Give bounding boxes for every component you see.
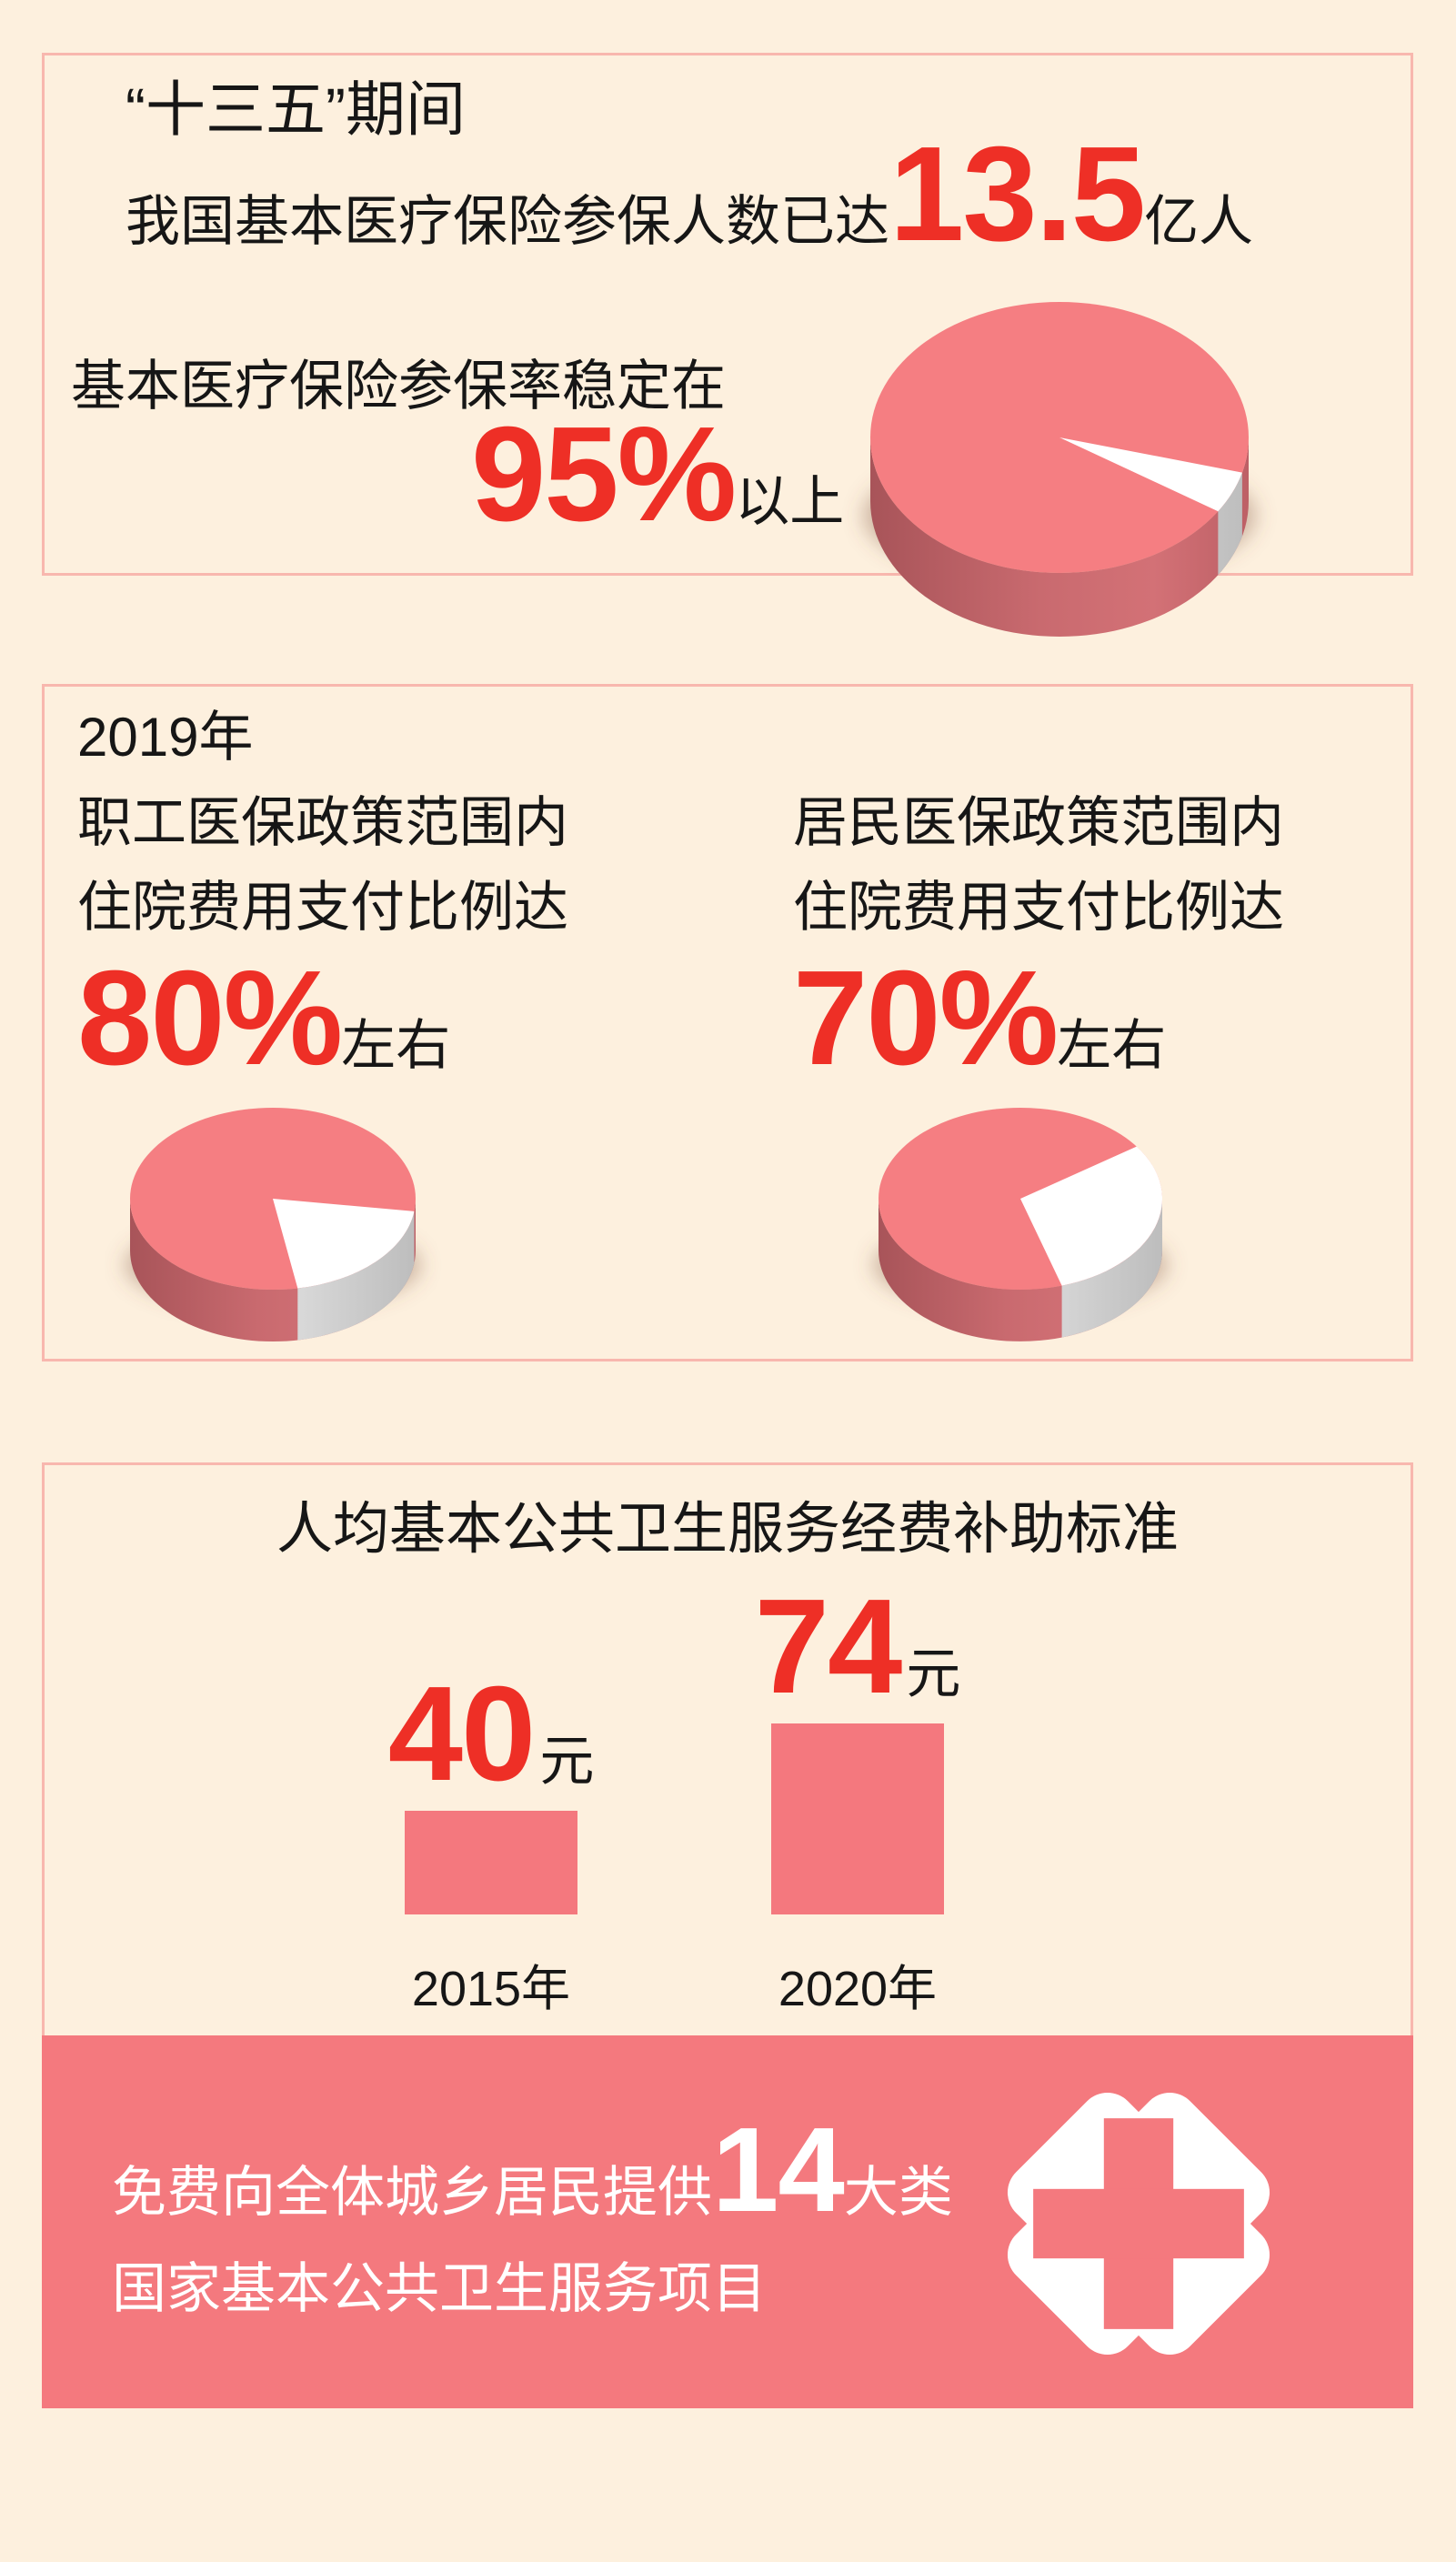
section1-enrollment-line: 我国基本医疗保险参保人数已达 13.5 亿人 [126,127,1253,262]
panel-basic-insurance [42,53,1413,576]
banner-line1-prefix: 免费向全体城乡居民提供 [112,2162,712,2223]
bar-2015-unit: 元 [539,1731,595,1792]
resident-payment-ratio-suffix: 左右 [1057,1015,1167,1076]
bar-2020-value: 74 [754,1572,903,1722]
resident-insurance-line2: 住院费用支付比例达 [793,877,1284,938]
medical-cross-icon [1007,2092,1270,2356]
banner-line2: 国家基本公共卫生服务项目 [112,2258,767,2319]
bar-2015-value-label: 40 元 [264,1667,718,1802]
resident-insurance-value-line: 70% 左右 [793,951,1166,1086]
bar-2015-category-label: 2015年 [411,1962,571,2016]
banner-line1-suffix: 大类 [843,2162,953,2223]
enrollment-prefix-text: 我国基本医疗保险参保人数已达 [126,191,889,252]
resident-insurance-line1: 居民医保政策范围内 [793,792,1284,853]
bar-2020-value-label: 74 元 [630,1580,1085,1714]
panel-hospital-payment [42,684,1413,1361]
employee-payment-ratio-value: 80% [77,943,343,1093]
bar-2015-value: 40 [387,1659,537,1809]
employee-insurance-line2: 住院费用支付比例达 [77,877,568,938]
bar-2020 [771,1723,944,1914]
rate-suffix-text: 以上 [735,471,845,532]
section1-rate-value-line: 95% 以上 [471,407,844,542]
resident-payment-ratio-value: 70% [793,943,1059,1093]
enrollment-value: 13.5 [889,119,1146,269]
bar-2020-category-label: 2020年 [778,1962,938,2016]
enrollment-unit-text: 亿人 [1144,191,1254,252]
banner-categories-count: 14 [712,2103,845,2236]
bar-chart-title: 人均基本公共卫生服务经费补助标准 [276,1498,1179,1561]
section2-year-label: 2019年 [77,707,254,768]
section1-period-title: “十三五”期间 [126,75,466,143]
employee-insurance-value-line: 80% 左右 [77,951,450,1086]
rate-value: 95% [471,399,737,549]
section1-rate-line: 基本医疗保险参保率稳定在 [71,356,726,417]
bar-2020-unit: 元 [906,1643,961,1704]
employee-insurance-line1: 职工医保政策范围内 [77,792,568,853]
banner-line1: 免费向全体城乡居民提供 14 大类 [112,2110,953,2230]
employee-payment-ratio-suffix: 左右 [341,1015,451,1076]
bar-2015 [405,1811,577,1914]
